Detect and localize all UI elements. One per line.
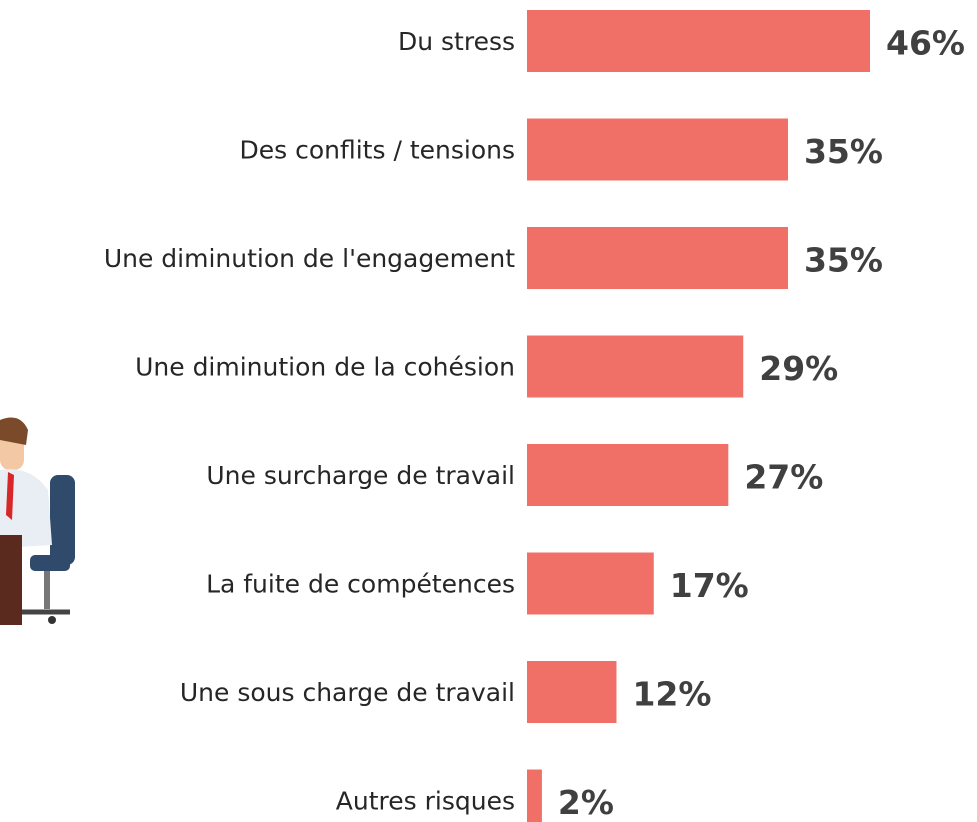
chair-back [50,475,75,565]
value-label: 29% [759,349,838,388]
category-label: Une diminution de l'engagement [104,244,515,273]
category-label: Une surcharge de travail [206,461,515,490]
value-label: 35% [804,132,883,171]
value-label: 2% [558,783,614,822]
value-label: 17% [670,566,749,605]
bar [527,444,729,506]
wheel [48,616,56,624]
category-label: La fuite de compétences [206,570,515,599]
category-label: Une diminution de la cohésion [135,353,515,382]
illustration [0,417,75,625]
hair [0,417,28,445]
category-label: Des conflits / tensions [240,136,516,165]
category-label: Autres risques [336,787,515,816]
bar [527,227,788,289]
value-label: 46% [886,24,965,63]
bar [527,552,654,615]
category-label: Une sous charge de travail [180,678,515,707]
desk [0,535,22,625]
bar [527,118,788,181]
tie [6,472,14,520]
bar [527,661,617,723]
bar [527,10,870,72]
value-label: 27% [744,458,823,497]
bar [527,769,542,822]
bar [527,335,744,398]
value-label: 35% [804,241,883,280]
category-label: Du stress [398,27,515,56]
value-label: 12% [632,675,711,714]
chair-post [44,571,50,609]
seat [30,555,70,571]
